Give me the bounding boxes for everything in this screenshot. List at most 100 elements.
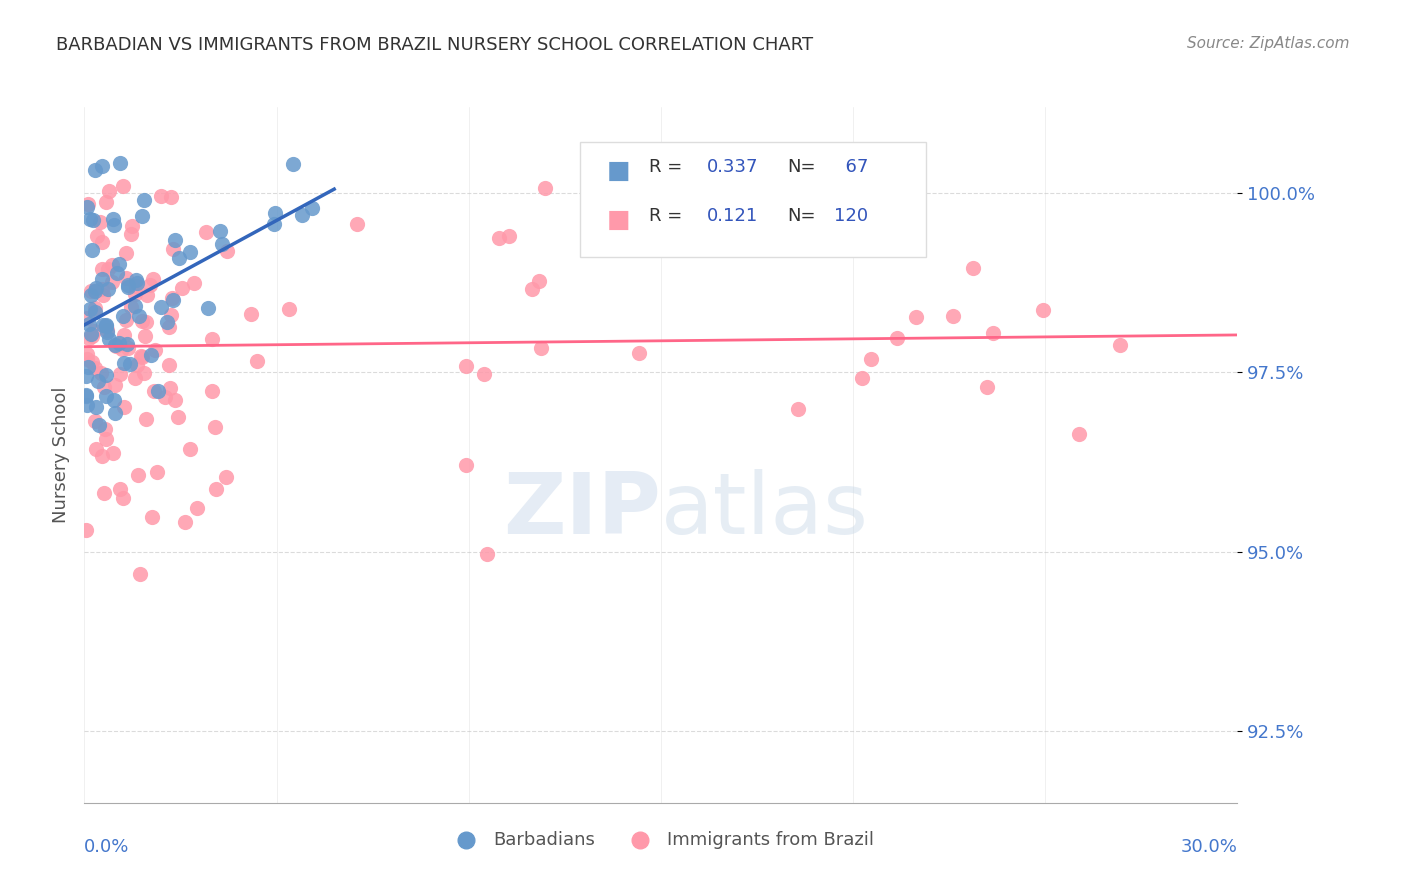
Point	[111, 309, 134, 323]
Point	[114, 313, 136, 327]
Point	[93, 486, 115, 500]
Point	[75, 388, 97, 402]
Point	[91, 160, 114, 174]
Point	[115, 245, 138, 260]
Point	[77, 197, 100, 211]
Point	[143, 384, 166, 398]
Point	[118, 357, 141, 371]
Point	[117, 341, 139, 355]
Point	[851, 371, 873, 385]
Point	[179, 442, 201, 456]
Point	[86, 229, 108, 244]
Point	[79, 302, 101, 317]
Point	[209, 224, 232, 238]
Point	[83, 361, 105, 376]
Point	[134, 193, 156, 207]
Point	[197, 301, 219, 315]
Point	[96, 368, 118, 383]
Point	[86, 374, 108, 388]
Point	[112, 356, 135, 370]
Point	[134, 329, 156, 343]
Point	[962, 260, 984, 275]
Point	[135, 411, 157, 425]
Point	[146, 465, 169, 479]
Point	[201, 333, 224, 347]
Point	[79, 330, 101, 344]
Point	[157, 359, 180, 373]
Point	[124, 299, 146, 313]
Point	[153, 390, 176, 404]
Point	[240, 307, 263, 321]
Point	[246, 354, 269, 368]
Point	[498, 229, 520, 244]
Point	[150, 300, 173, 314]
Point	[204, 482, 226, 496]
Point	[160, 190, 183, 204]
Point	[80, 354, 103, 368]
Point	[162, 291, 184, 305]
Point	[82, 243, 104, 257]
Point	[211, 236, 233, 251]
Text: ZIP: ZIP	[503, 469, 661, 552]
Point	[90, 366, 112, 380]
Point	[217, 244, 239, 259]
Text: R =: R =	[650, 158, 689, 176]
Point	[163, 233, 186, 247]
Point	[105, 339, 128, 353]
Point	[94, 389, 117, 403]
Point	[114, 328, 136, 343]
Point	[129, 567, 152, 582]
Point	[167, 252, 190, 266]
Point	[167, 410, 190, 425]
Point	[115, 271, 138, 285]
Point	[94, 319, 117, 334]
Point	[534, 180, 557, 194]
Point	[84, 442, 107, 457]
Point	[201, 384, 224, 399]
Point	[103, 393, 125, 408]
Point	[860, 352, 883, 367]
Point	[183, 277, 205, 291]
Point	[108, 367, 131, 381]
Text: 0.337: 0.337	[707, 158, 758, 176]
Point	[96, 323, 118, 337]
Point	[179, 244, 201, 259]
Text: 0.0%: 0.0%	[84, 838, 129, 856]
Point	[76, 352, 98, 367]
Point	[84, 163, 107, 178]
Point	[111, 343, 134, 357]
Point	[97, 262, 120, 277]
Point	[76, 398, 98, 412]
Point	[104, 337, 127, 351]
Point	[786, 401, 808, 416]
Y-axis label: Nursery School: Nursery School	[52, 386, 70, 524]
Point	[1067, 427, 1090, 442]
Point	[76, 200, 98, 214]
Point	[156, 315, 179, 329]
Point	[104, 377, 127, 392]
Point	[117, 277, 139, 292]
Point	[1032, 303, 1054, 318]
Point	[263, 206, 285, 220]
Point	[186, 501, 208, 516]
Point	[134, 366, 156, 380]
Point	[77, 317, 100, 331]
Point	[84, 305, 107, 319]
Point	[981, 326, 1004, 341]
Point	[96, 195, 118, 210]
Point	[627, 346, 650, 360]
Text: N=: N=	[787, 158, 815, 176]
Legend: Barbadians, Immigrants from Brazil: Barbadians, Immigrants from Brazil	[440, 824, 882, 856]
Point	[131, 350, 153, 364]
Point	[291, 208, 314, 222]
Point	[111, 491, 134, 505]
Point	[86, 400, 108, 414]
Point	[94, 432, 117, 446]
Point	[94, 422, 117, 436]
Point	[93, 380, 115, 394]
Text: 30.0%: 30.0%	[1181, 838, 1237, 856]
Point	[76, 311, 98, 326]
Point	[80, 328, 103, 343]
Point	[131, 314, 153, 328]
Point	[527, 274, 550, 288]
